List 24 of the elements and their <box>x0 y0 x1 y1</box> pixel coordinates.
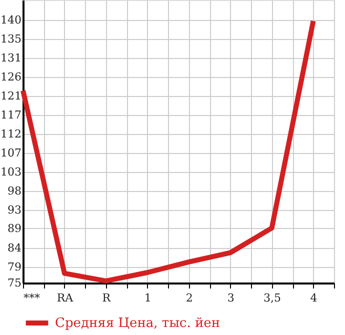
x-tick-label: *** <box>24 292 40 304</box>
legend-label: Средняя Цена, тыс. йен <box>55 316 220 331</box>
y-tick-label: 75 <box>8 276 22 290</box>
x-tick-label: 2 <box>186 292 193 304</box>
y-tick-label: 112 <box>0 128 22 141</box>
y-tick-label: 135 <box>0 32 22 46</box>
y-tick-label: 103 <box>0 165 22 178</box>
y-tick-label: 126 <box>0 70 22 84</box>
y-tick-label: 84 <box>8 241 22 254</box>
y-tick-label: 107 <box>0 146 22 160</box>
y-tick-label: 117 <box>0 108 22 122</box>
y-tick-label: 89 <box>8 222 22 235</box>
x-tick-label: 3,5 <box>264 292 282 304</box>
x-tick-label: RA <box>56 292 74 304</box>
y-tick-label: 79 <box>8 260 22 274</box>
y-tick-label: 93 <box>8 203 22 216</box>
y-tick-label: 98 <box>8 184 22 198</box>
y-tick-label: 121 <box>0 90 22 103</box>
x-tick-label: 4 <box>310 292 318 304</box>
y-tick-label: 140 <box>0 14 22 27</box>
x-tick-label: R <box>102 292 112 304</box>
x-tick-label: 1 <box>144 292 152 304</box>
x-tick-label: 3 <box>227 292 234 304</box>
y-tick-label: 131 <box>0 52 22 65</box>
